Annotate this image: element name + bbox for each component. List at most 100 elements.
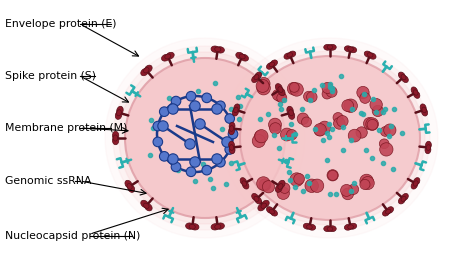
Ellipse shape (413, 181, 418, 186)
Circle shape (171, 96, 181, 106)
Ellipse shape (284, 53, 292, 59)
Ellipse shape (425, 146, 431, 154)
Ellipse shape (278, 184, 283, 189)
Circle shape (342, 188, 354, 200)
Circle shape (273, 89, 283, 100)
Circle shape (364, 118, 376, 130)
Ellipse shape (144, 68, 149, 73)
Circle shape (257, 77, 270, 90)
Circle shape (303, 91, 314, 102)
Circle shape (202, 93, 211, 103)
Ellipse shape (345, 224, 352, 230)
Circle shape (367, 120, 378, 130)
Circle shape (225, 114, 235, 123)
Circle shape (314, 124, 326, 136)
Circle shape (259, 179, 271, 191)
Ellipse shape (398, 72, 405, 79)
Ellipse shape (230, 46, 430, 230)
Ellipse shape (308, 224, 316, 230)
Ellipse shape (243, 182, 249, 189)
Ellipse shape (239, 54, 245, 59)
Circle shape (153, 121, 163, 131)
Ellipse shape (420, 104, 426, 112)
Ellipse shape (367, 53, 373, 57)
Ellipse shape (113, 135, 118, 141)
Circle shape (287, 82, 300, 95)
Circle shape (270, 123, 281, 134)
Circle shape (301, 117, 311, 127)
Circle shape (310, 179, 324, 192)
Ellipse shape (288, 51, 296, 57)
Ellipse shape (216, 223, 224, 229)
Ellipse shape (348, 225, 354, 229)
Circle shape (185, 139, 195, 149)
Circle shape (153, 137, 163, 147)
Circle shape (252, 134, 265, 147)
Ellipse shape (216, 47, 224, 53)
Circle shape (344, 99, 357, 112)
Ellipse shape (215, 47, 221, 52)
Ellipse shape (115, 111, 122, 119)
Ellipse shape (127, 184, 132, 189)
Circle shape (366, 118, 378, 131)
Ellipse shape (189, 224, 195, 229)
Ellipse shape (413, 91, 420, 98)
Ellipse shape (328, 226, 336, 232)
Circle shape (356, 127, 367, 138)
Circle shape (319, 121, 331, 134)
Circle shape (277, 187, 290, 200)
Circle shape (333, 113, 343, 123)
Ellipse shape (413, 90, 418, 95)
Circle shape (348, 184, 359, 195)
Ellipse shape (426, 145, 430, 150)
Circle shape (380, 143, 393, 156)
Circle shape (322, 89, 332, 99)
Circle shape (255, 129, 268, 143)
Ellipse shape (254, 75, 259, 80)
Ellipse shape (191, 224, 199, 230)
Ellipse shape (166, 52, 174, 59)
Circle shape (337, 116, 348, 127)
Ellipse shape (228, 141, 235, 149)
Ellipse shape (229, 146, 235, 154)
Circle shape (305, 179, 319, 192)
Ellipse shape (145, 204, 152, 211)
Circle shape (290, 173, 303, 186)
Circle shape (290, 83, 299, 92)
Circle shape (328, 170, 338, 181)
Ellipse shape (278, 180, 285, 188)
Ellipse shape (229, 122, 235, 130)
Ellipse shape (328, 44, 336, 50)
Ellipse shape (411, 87, 418, 94)
Ellipse shape (368, 53, 376, 59)
Ellipse shape (235, 51, 425, 225)
Ellipse shape (413, 178, 420, 185)
Ellipse shape (401, 76, 408, 83)
Circle shape (286, 129, 297, 140)
Circle shape (307, 92, 317, 102)
Circle shape (257, 81, 270, 95)
Ellipse shape (411, 182, 418, 189)
Circle shape (190, 101, 200, 111)
Text: Membrane protein (M): Membrane protein (M) (5, 123, 128, 133)
Ellipse shape (112, 136, 119, 145)
Circle shape (370, 99, 383, 111)
Ellipse shape (426, 141, 431, 149)
Ellipse shape (303, 223, 311, 229)
Ellipse shape (165, 54, 171, 59)
Ellipse shape (401, 196, 406, 201)
Text: Genomic ssRNA: Genomic ssRNA (5, 176, 91, 186)
Ellipse shape (236, 52, 244, 59)
Ellipse shape (240, 54, 248, 61)
Circle shape (314, 125, 325, 136)
Ellipse shape (240, 56, 420, 220)
Circle shape (171, 162, 181, 172)
Circle shape (190, 157, 200, 167)
Ellipse shape (324, 44, 331, 50)
Ellipse shape (324, 226, 331, 232)
Circle shape (254, 131, 266, 143)
Circle shape (322, 82, 333, 94)
Text: Spike protein (S): Spike protein (S) (5, 71, 96, 81)
Circle shape (280, 183, 290, 193)
Circle shape (379, 139, 389, 149)
